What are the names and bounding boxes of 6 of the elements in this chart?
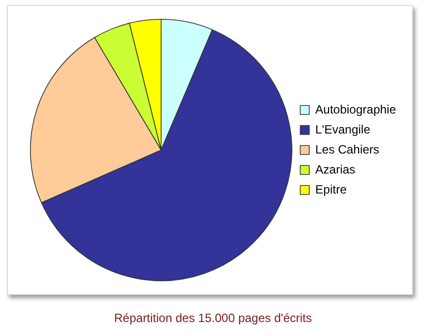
legend-label: L'Evangile [315,122,371,136]
text: Répartition des 15.000 pages d'écrits [113,311,313,325]
legend-label: Azarias [315,162,356,176]
legend-label: Epitre [315,182,347,196]
legend-label: Les Cahiers [315,142,380,156]
legend-label: Autobiographie [315,102,396,116]
